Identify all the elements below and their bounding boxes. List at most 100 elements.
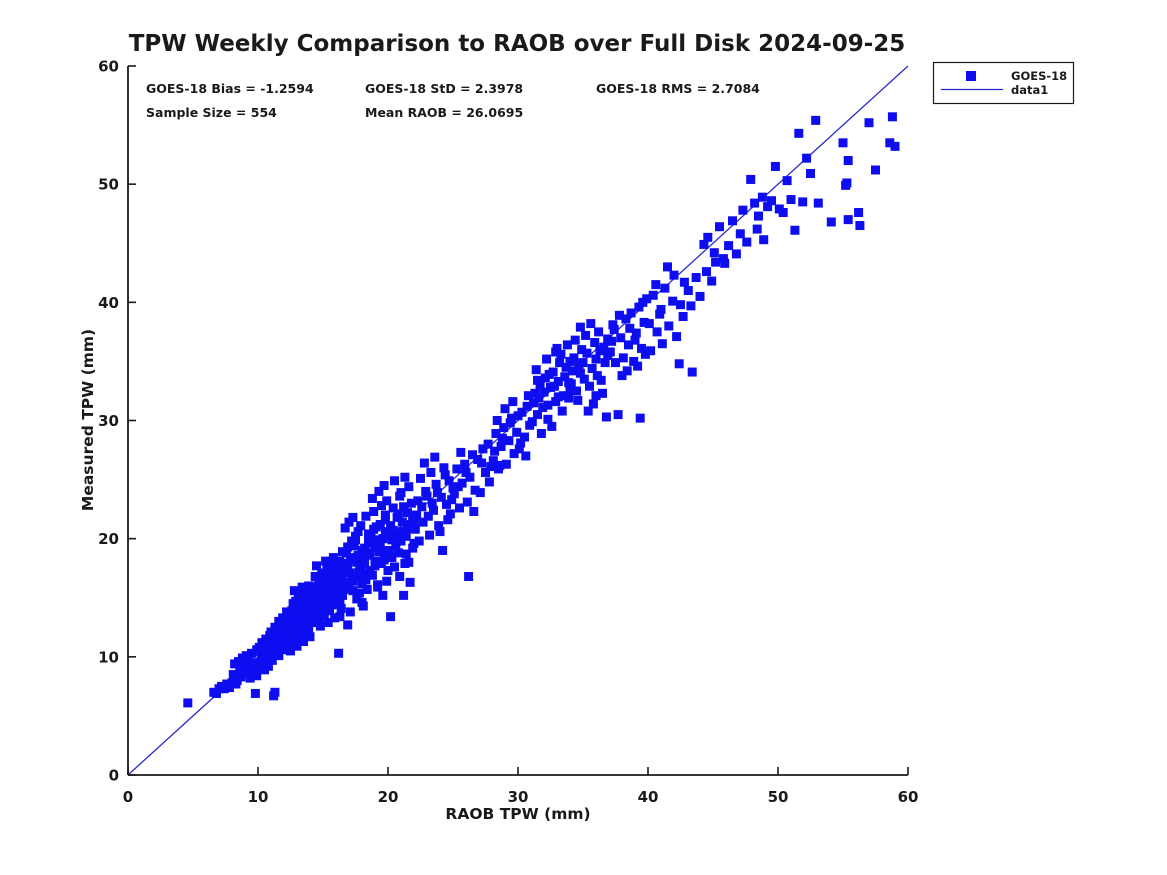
scatter-point xyxy=(790,225,800,235)
scatter-point xyxy=(598,388,607,398)
scatter-point xyxy=(678,312,688,322)
scatter-point xyxy=(568,366,578,376)
scatter-point xyxy=(464,571,474,581)
scatter-point xyxy=(782,176,792,186)
scatter-point xyxy=(728,216,737,226)
scatter-point xyxy=(579,374,589,384)
scatter-point xyxy=(371,522,381,532)
scatter-point xyxy=(578,358,588,368)
scatter-point xyxy=(718,254,728,264)
scatter-point xyxy=(516,438,526,448)
scatter-point xyxy=(351,535,360,545)
stats-annotations: GOES-18 Bias = -1.2594 GOES-18 StD = 2.3… xyxy=(146,81,760,120)
scatter-point xyxy=(542,354,552,364)
scatter-point xyxy=(674,359,684,369)
scatter-point xyxy=(422,491,432,501)
scatter-point xyxy=(295,631,305,641)
scatter-point xyxy=(639,317,649,327)
scatter-group xyxy=(183,112,900,708)
scatter-point xyxy=(522,401,532,411)
scatter-point xyxy=(317,582,327,592)
scatter-point xyxy=(410,524,420,534)
scatter-point xyxy=(786,195,796,205)
chart-title: TPW Weekly Comparison to RAOB over Full … xyxy=(129,31,906,57)
scatter-point xyxy=(439,463,449,473)
scatter-point xyxy=(258,640,268,650)
scatter-point xyxy=(256,647,266,657)
scatter-point xyxy=(529,398,539,408)
scatter-point xyxy=(757,192,767,202)
scatter-point xyxy=(582,348,592,358)
scatter-point xyxy=(616,333,626,343)
scatter-point xyxy=(366,532,376,542)
scatter-point xyxy=(286,646,295,656)
scatter-point xyxy=(344,517,354,527)
scatter-point xyxy=(533,410,542,420)
scatter-point xyxy=(183,698,193,708)
scatter-point xyxy=(404,482,414,492)
scatter-point xyxy=(592,371,602,381)
legend-label-goes18: GOES-18 xyxy=(1011,69,1067,83)
scatter-point xyxy=(250,688,260,698)
scatter-point xyxy=(605,347,615,357)
x-axis-label: RAOB TPW (mm) xyxy=(445,805,590,823)
scatter-point xyxy=(419,458,429,468)
scatter-point xyxy=(512,427,522,437)
scatter-point xyxy=(356,521,366,531)
scatter-point xyxy=(332,581,342,591)
legend-marker-swatch xyxy=(966,71,976,81)
scatter-point xyxy=(750,198,760,208)
x-tick-label: 30 xyxy=(508,788,529,806)
scatter-point xyxy=(633,361,643,371)
scatter-point xyxy=(386,521,396,531)
scatter-point xyxy=(228,670,238,680)
scatter-point xyxy=(648,290,658,300)
scatter-point xyxy=(235,666,245,676)
scatter-point xyxy=(570,335,580,345)
scatter-point xyxy=(763,202,773,212)
scatter-point xyxy=(322,593,332,603)
scatter-point xyxy=(569,353,579,363)
scatter-point xyxy=(383,566,393,576)
scatter-point xyxy=(265,644,275,654)
scatter-point xyxy=(345,568,355,578)
axes-group xyxy=(127,65,909,776)
scatter-point xyxy=(885,138,895,148)
scatter-point xyxy=(425,530,435,540)
stat-std: GOES-18 StD = 2.3978 xyxy=(365,81,523,96)
scatter-point xyxy=(245,662,255,672)
scatter-point xyxy=(380,510,390,520)
scatter-point xyxy=(842,178,852,188)
scatter-point xyxy=(504,436,514,446)
scatter-point xyxy=(343,620,353,630)
scatter-point xyxy=(336,603,346,613)
scatter-point xyxy=(315,621,325,631)
scatter-point xyxy=(434,521,444,531)
scatter-point xyxy=(369,506,379,516)
scatter-point xyxy=(549,381,559,391)
scatter-point xyxy=(581,330,591,340)
scatter-point xyxy=(483,439,493,449)
scatter-point xyxy=(269,649,279,659)
scatter-point xyxy=(709,248,719,258)
scatter-point xyxy=(413,496,423,506)
x-tick-label: 0 xyxy=(123,788,133,806)
scatter-point xyxy=(811,115,821,125)
scatter-point xyxy=(618,353,628,363)
scatter-point xyxy=(417,502,427,512)
scatter-point xyxy=(543,414,553,424)
scatter-point xyxy=(691,273,701,283)
scatter-point xyxy=(778,208,788,218)
scatter-point xyxy=(429,505,438,515)
scatter-point xyxy=(488,456,498,466)
scatter-point xyxy=(261,659,271,669)
scatter-point xyxy=(335,556,345,566)
scatter-point xyxy=(289,619,299,629)
scatter-point xyxy=(591,354,601,364)
scatter-point xyxy=(444,476,454,486)
scatter-point xyxy=(335,595,345,605)
scatter-point xyxy=(703,232,713,242)
scatter-point xyxy=(608,320,618,330)
scatter-point xyxy=(266,627,276,637)
scatter-point xyxy=(449,489,459,499)
